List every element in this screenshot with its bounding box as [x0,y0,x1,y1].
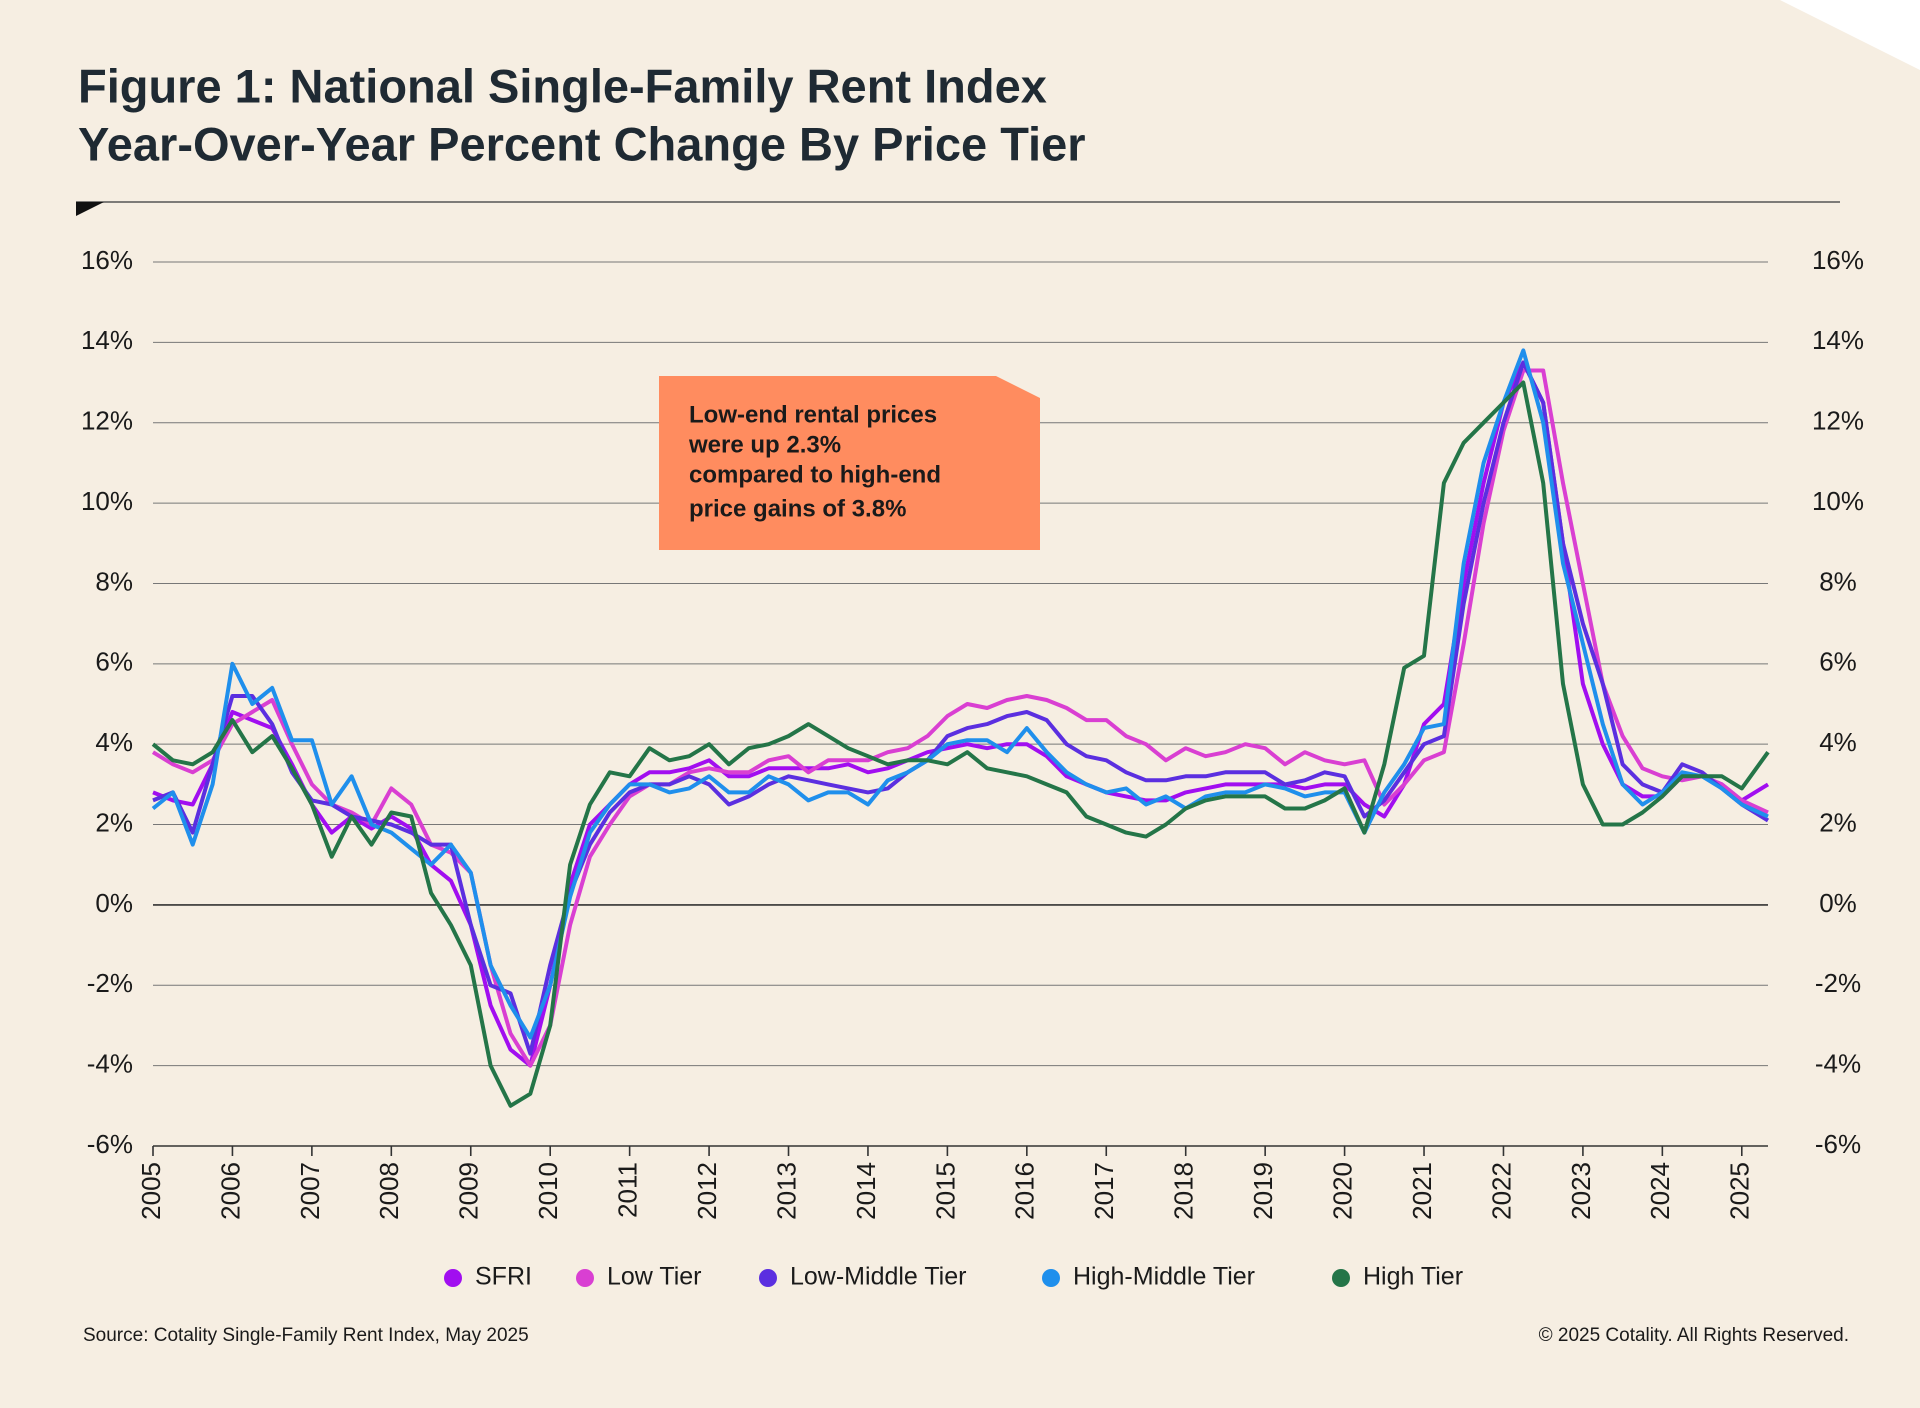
x-tick-label: 2013 [771,1162,801,1220]
y-tick-label: 0% [95,888,133,918]
y-tick-label: -6% [87,1129,133,1159]
y-tick-label: -2% [87,968,133,998]
legend-label: Low Tier [607,1263,701,1291]
y2-tick-label: -2% [1815,968,1861,998]
legend-marker [1042,1269,1060,1287]
x-tick-label: 2020 [1327,1162,1357,1220]
x-tick-label: 2011 [613,1162,643,1218]
y-tick-label: 14% [81,325,133,355]
x-tick-label: 2019 [1248,1162,1278,1220]
x-tick-label: 2014 [851,1162,881,1220]
y-tick-label: 6% [95,647,133,677]
x-tick-label: 2012 [692,1162,722,1220]
x-tick-label: 2005 [136,1162,166,1220]
y-tick-label: 16% [81,245,133,275]
y-tick-label: 8% [95,566,133,596]
plot-area [151,261,1770,1156]
x-tick-label: 2025 [1725,1162,1755,1220]
y2-tick-label: 10% [1812,486,1864,516]
x-tick-label: 2015 [930,1162,960,1220]
x-tick-label: 2006 [215,1162,245,1220]
y2-tick-label: 16% [1812,245,1864,275]
x-tick-label: 2024 [1645,1162,1675,1220]
legend-marker [759,1269,777,1287]
legend-marker [576,1269,594,1287]
x-tick-label: 2007 [295,1162,325,1220]
legend-marker [1332,1269,1350,1287]
y2-tick-label: 0% [1819,888,1857,918]
y-tick-label: -4% [87,1049,133,1079]
annotation-text: price gains of 3.8% [689,495,906,522]
legend-label: SFRI [475,1263,532,1291]
y-tick-label: 4% [95,727,133,757]
y2-tick-label: 2% [1819,807,1857,837]
series-line [152,360,1770,1056]
series-line [151,368,1769,1068]
corner-decoration [1780,0,1920,70]
y-tick-label: 10% [81,486,133,516]
x-tick-label: 2017 [1089,1162,1119,1220]
x-tick-label: 2009 [454,1162,484,1220]
annotation-text: were up 2.3% [688,431,841,458]
y-tick-label: 2% [95,807,133,837]
copyright: © 2025 Cotality. All Rights Reserved. [1539,1325,1849,1346]
rule-marker [76,202,104,216]
series-line [152,360,1770,1068]
y2-tick-label: 14% [1812,325,1864,355]
y2-tick-label: 8% [1819,566,1857,596]
y2-tick-label: -6% [1815,1129,1861,1159]
source-note: Source: Cotality Single-Family Rent Inde… [83,1325,529,1346]
y2-tick-label: -4% [1815,1049,1861,1079]
x-tick-label: 2021 [1407,1162,1437,1220]
legend-label: High Tier [1363,1263,1463,1291]
x-tick-label: 2016 [1010,1162,1040,1220]
x-tick-label: 2023 [1566,1162,1596,1220]
legend-label: High-Middle Tier [1073,1263,1255,1291]
legend-label: Low-Middle Tier [790,1263,966,1291]
annotation-text: Low-end rental prices [689,401,937,428]
legend-marker [444,1269,462,1287]
x-tick-label: 2008 [374,1162,404,1220]
y2-tick-label: 4% [1819,727,1857,757]
chart-title: Figure 1: National Single-Family Rent In… [78,59,1047,112]
y-tick-label: 12% [81,406,133,436]
x-tick-label: 2022 [1486,1162,1516,1220]
y2-tick-label: 6% [1819,647,1857,677]
chart-title: Year-Over-Year Percent Change By Price T… [78,117,1086,170]
y2-tick-label: 12% [1812,406,1864,436]
annotation-box [659,376,1040,550]
annotation-text: compared to high-end [689,461,941,488]
x-tick-label: 2018 [1169,1162,1199,1220]
series-line [151,380,1770,1108]
x-tick-label: 2010 [533,1162,563,1220]
